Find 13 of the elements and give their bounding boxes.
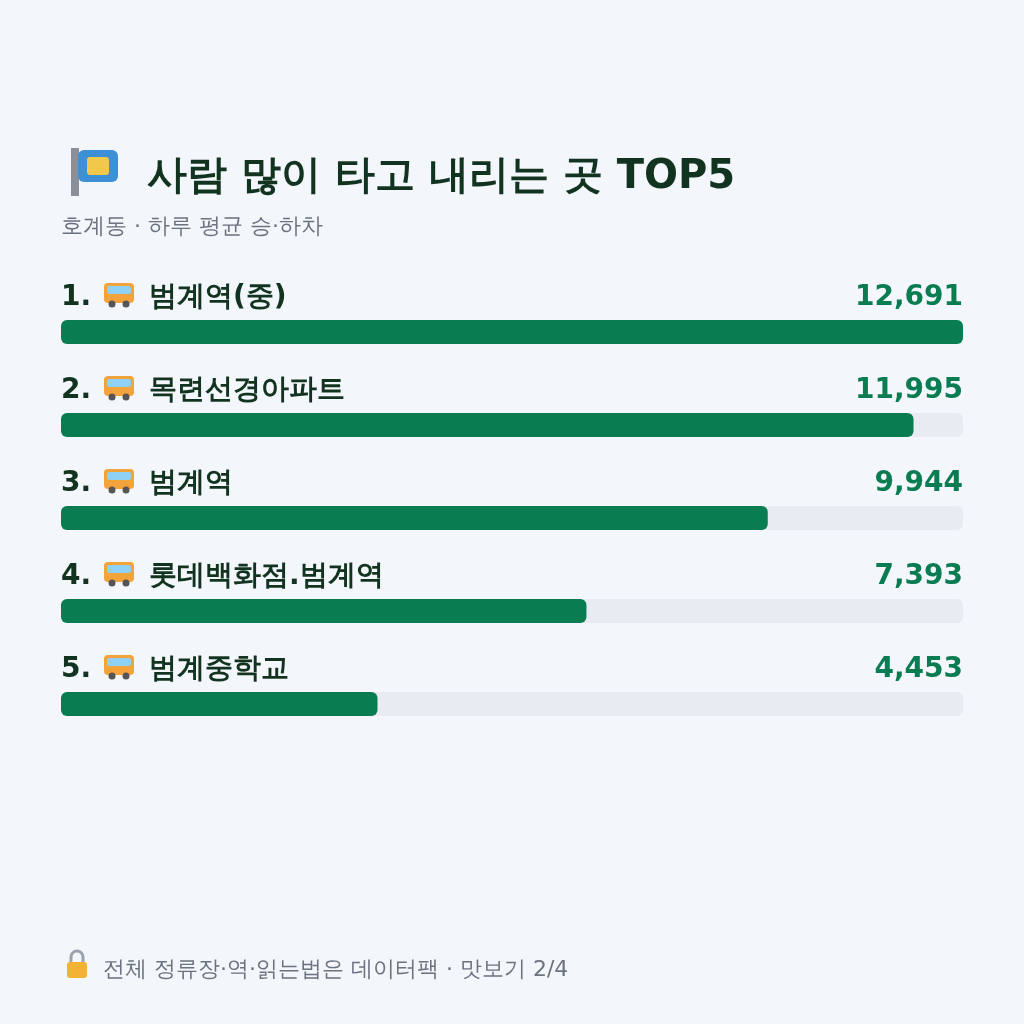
data-label: 11,995 xyxy=(854,372,963,405)
category-label: 4. 롯데백화점.범계역 xyxy=(61,558,384,591)
chart-subtitle: 호계동 · 하루 평균 승·하차 xyxy=(61,213,323,238)
data-label: 9,944 xyxy=(874,465,963,498)
data-label: 12,691 xyxy=(854,279,963,312)
chart-title: 사람 많이 타고 내리는 곳 TOP5 xyxy=(147,151,736,197)
category-label: 2. 목련선경아파트 xyxy=(61,372,345,405)
category-label: 1. 범계역(중) xyxy=(61,279,287,312)
text: 전체 정류장·역·읽는법은 데이터팩 · 맛보기 2/4 xyxy=(103,956,569,981)
data-label: 7,393 xyxy=(874,558,963,591)
category-label: 5. 범계중학교 xyxy=(61,651,289,684)
data-label: 4,453 xyxy=(874,651,963,684)
category-label: 3. 범계역 xyxy=(61,465,233,498)
